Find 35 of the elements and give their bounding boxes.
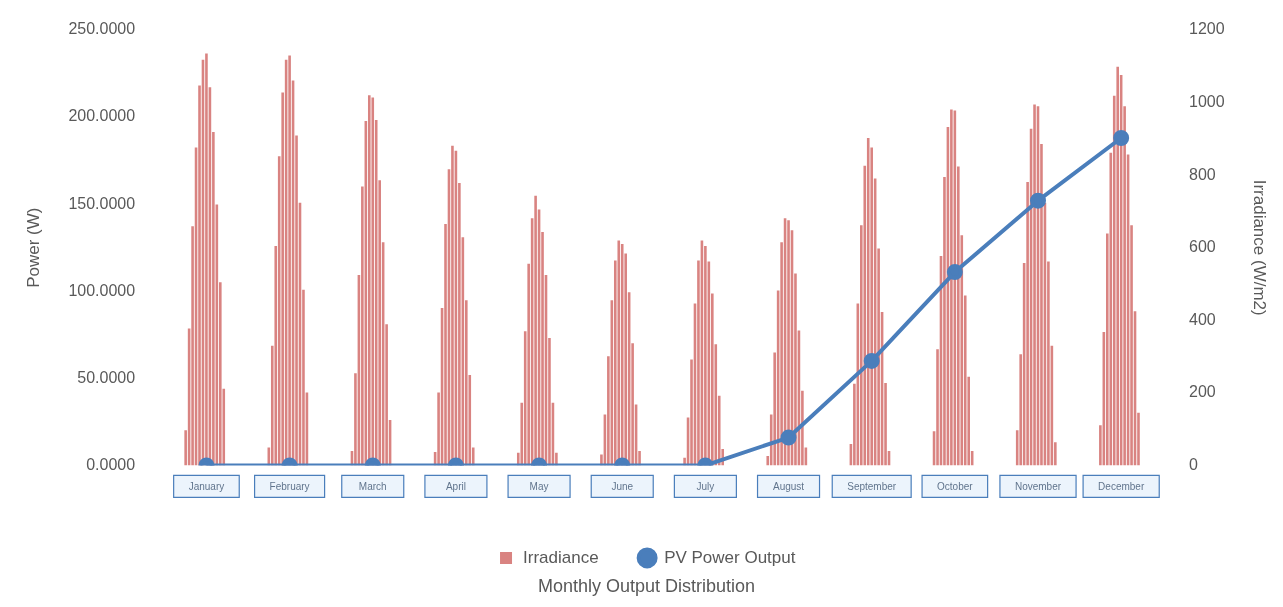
x-tick-label: June [611, 481, 634, 493]
bar [1116, 66, 1119, 466]
bar [950, 109, 953, 466]
legend-label: PV Power Output [664, 547, 796, 567]
x-tick-label: July [696, 481, 715, 493]
y2-tick-label: 0 [1189, 455, 1199, 473]
y-tick-label: 0.0000 [86, 455, 136, 473]
x-tick-label: February [269, 481, 310, 493]
y2-axis-title: Irradiance (W/m2) [1250, 179, 1270, 316]
y-tick-label: 50.0000 [77, 368, 136, 386]
x-tick-label: May [529, 481, 549, 493]
legend-label: Irradiance [523, 547, 599, 567]
bar [1033, 104, 1036, 466]
x-tick-label: November [1014, 481, 1062, 493]
y2-tick-label: 600 [1189, 238, 1216, 256]
x-tick-label: March [358, 481, 387, 493]
y-tick-label: 150.0000 [68, 194, 136, 212]
x-tick-label: January [188, 481, 225, 493]
bar [866, 138, 870, 466]
x-tick-label: April [445, 481, 466, 493]
x-tick-label: September [847, 481, 897, 493]
y-tick-label: 200.0000 [68, 107, 136, 125]
y2-tick-label: 1200 [1189, 20, 1225, 38]
bar [787, 220, 790, 466]
y2-tick-label: 200 [1189, 383, 1216, 401]
x-tick-label: December [1098, 481, 1145, 493]
y2-tick-label: 800 [1189, 165, 1216, 183]
y2-tick-label: 400 [1189, 310, 1216, 328]
x-tick-label: August [772, 481, 805, 493]
x-axis-title: Monthly Output Distribution [537, 576, 756, 597]
y-tick-label: 250.0000 [68, 20, 136, 38]
y-axis-title: Power (W) [23, 207, 43, 288]
y2-tick-label: 1000 [1189, 92, 1225, 110]
x-tick-label: October [937, 481, 974, 493]
y-tick-label: 100.0000 [68, 281, 136, 299]
